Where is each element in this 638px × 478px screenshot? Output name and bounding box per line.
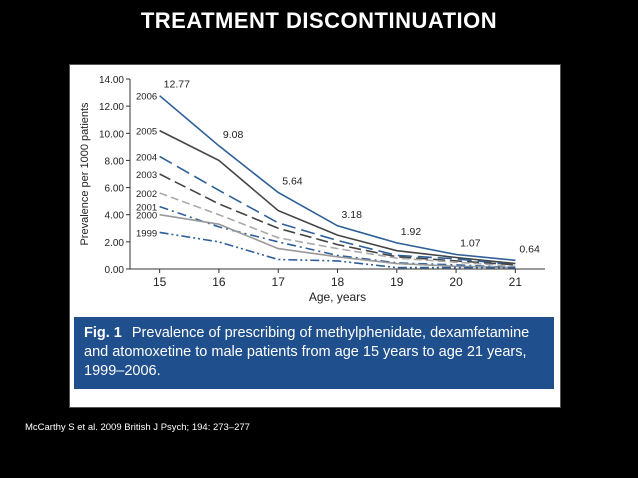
prevalence-line-chart: 0.00 2.00 4.00 6.00 8.00 10.00 12.00 14.00 15 16 1… (79, 75, 545, 304)
data-label: 9.08 (223, 129, 244, 141)
series-line-2002 (159, 192, 516, 268)
x-tick-label: 18 (331, 275, 345, 289)
data-label: 0.64 (519, 243, 540, 255)
y-tick-label: 2.00 (105, 238, 125, 249)
x-tick-label: 19 (390, 275, 404, 289)
x-tick-label: 21 (509, 275, 523, 289)
series-line-2006 (159, 95, 516, 262)
y-tick-label: 8.00 (105, 156, 125, 167)
series-label-2001: 2001 (136, 203, 157, 214)
data-label: 1.07 (460, 237, 481, 249)
series-label-2003: 2003 (136, 170, 157, 181)
y-tick-label: 0.00 (105, 265, 125, 276)
data-label: 12.77 (164, 79, 190, 91)
data-label: 5.64 (282, 175, 303, 187)
series-line-2003 (159, 173, 516, 266)
caption-label: Fig. 1 (84, 325, 122, 341)
series-label-2000: 2000 (136, 211, 157, 222)
y-axis-label: Prevalence per 1000 patients (79, 102, 91, 246)
figure-caption: Fig. 1 Prevalence of prescribing of methy… (74, 317, 554, 389)
x-axis-label: Age, years (309, 290, 366, 304)
y-tick-label: 12.00 (99, 102, 124, 113)
x-tick-label: 17 (272, 275, 286, 289)
y-tick-label: 4.00 (105, 211, 125, 222)
x-tick-label: 20 (449, 275, 463, 289)
y-tick-label: 10.00 (99, 129, 124, 140)
series-line-2001 (159, 205, 516, 269)
y-tick-label: 14.00 (99, 75, 124, 86)
series-label-2004: 2004 (136, 152, 157, 163)
y-tick-label: 6.00 (105, 184, 125, 195)
series-line-2004 (159, 155, 516, 266)
slide-title: TREATMENT DISCONTINUATION (140, 8, 498, 33)
caption-text: Prevalence of prescribing of methylpheni… (84, 325, 530, 379)
data-label: 1.92 (401, 226, 422, 238)
series-line-2000 (159, 213, 516, 269)
series-line-1999 (159, 231, 516, 269)
data-label: 3.18 (342, 209, 363, 221)
series-label-2002: 2002 (136, 189, 157, 200)
series-label-2006: 2006 (136, 92, 157, 103)
series-line-2005 (159, 129, 516, 265)
figure-panel: 0.00 2.00 4.00 6.00 8.00 10.00 12.00 14.00 15 16 1… (69, 64, 561, 408)
series-label-2005: 2005 (136, 127, 157, 138)
series-label-1999: 1999 (136, 228, 157, 239)
x-tick-label: 16 (212, 275, 226, 289)
x-tick-label: 15 (153, 275, 167, 289)
citation: McCarthy S et al. 2009 British J Psych; … (25, 422, 250, 433)
